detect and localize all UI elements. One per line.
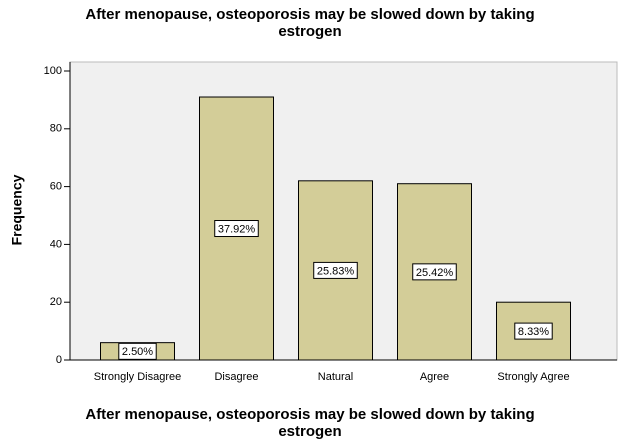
y-tick-label: 0 [56, 354, 62, 366]
y-axis-title: Frequency [9, 174, 25, 245]
x-axis-title: After menopause, osteoporosis may be slo… [85, 406, 535, 440]
chart-title: After menopause, osteoporosis may be slo… [85, 6, 535, 40]
y-tick-label: 100 [44, 65, 62, 77]
data-label-box [514, 322, 553, 340]
data-label-box [313, 261, 358, 279]
data-label-box [412, 263, 457, 281]
data-label-box [118, 342, 157, 360]
x-tick-label: Disagree [214, 371, 258, 383]
data-label: 25.42% [416, 267, 454, 279]
y-tick-label: 20 [50, 296, 62, 308]
data-label: 2.50% [122, 346, 153, 358]
x-tick-label: Strongly Disagree [94, 371, 181, 383]
y-tick-label: 40 [50, 238, 62, 250]
data-label: 25.83% [317, 265, 355, 277]
y-tick-label: 60 [50, 181, 62, 193]
data-label-box [214, 220, 259, 238]
x-tick-label: Strongly Agree [497, 371, 569, 383]
data-label: 37.92% [218, 223, 256, 235]
data-label: 8.33% [518, 326, 549, 338]
x-tick-label: Agree [420, 371, 449, 383]
y-tick-label: 80 [50, 123, 62, 135]
x-tick-label: Natural [318, 371, 353, 383]
